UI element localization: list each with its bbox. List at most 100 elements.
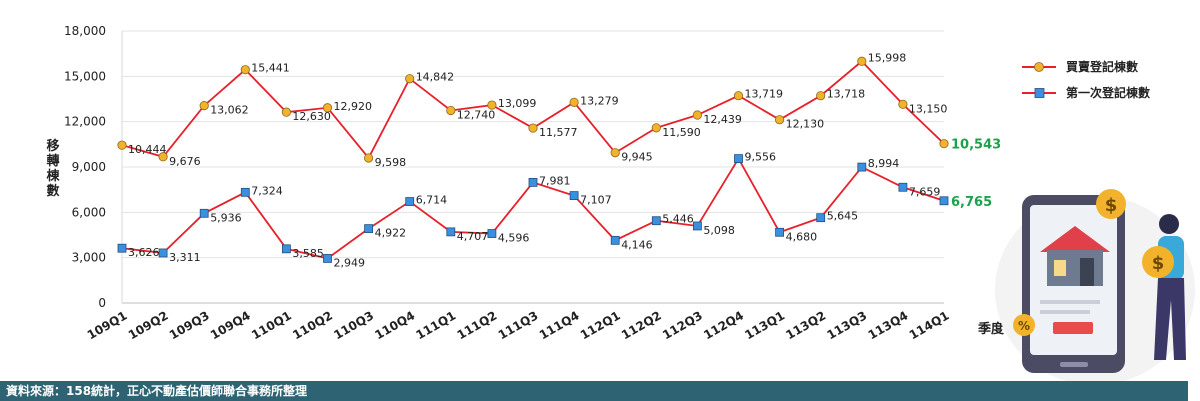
data-label: 4,707 (457, 230, 489, 243)
data-label: 3,311 (169, 251, 201, 264)
data-label: 2,949 (334, 256, 366, 269)
data-label: 4,596 (498, 232, 530, 245)
data-point (322, 103, 333, 113)
legend-label: 買賣登記棟數 (1066, 59, 1138, 74)
data-point (117, 243, 127, 253)
y-tick-label: 12,000 (64, 115, 106, 129)
x-tick-label: 113Q2 (783, 308, 828, 342)
data-label: 13,062 (210, 104, 249, 117)
data-label: 13,719 (745, 88, 784, 101)
x-tick-label: 113Q3 (825, 308, 870, 342)
y-tick-label: 18,000 (64, 24, 106, 38)
x-tick-label: 113Q4 (866, 308, 911, 342)
y-tick-label: 3,000 (72, 251, 106, 265)
data-point (734, 154, 743, 163)
x-tick-label: 109Q1 (85, 308, 130, 342)
x-tick-label: 109Q4 (208, 308, 253, 342)
data-label: 3,626 (128, 246, 160, 259)
data-point (240, 187, 250, 197)
legend-label: 第一次登記棟數 (1066, 85, 1150, 100)
y-tick-label: 6,000 (72, 205, 106, 219)
data-label: 11,590 (662, 126, 701, 139)
data-point (939, 139, 949, 149)
data-point (774, 115, 785, 125)
data-point (281, 244, 291, 254)
x-tick-label: 112Q2 (619, 308, 664, 342)
data-point (693, 221, 702, 231)
x-tick-label: 112Q1 (578, 308, 623, 342)
data-point (651, 216, 661, 226)
data-label: 4,922 (375, 227, 407, 240)
data-label: 9,598 (375, 156, 407, 169)
legend-marker (1034, 62, 1044, 72)
data-point (199, 101, 209, 111)
data-label: 10,444 (128, 143, 167, 156)
data-point (446, 105, 456, 116)
data-point (528, 177, 538, 187)
data-point (487, 100, 497, 110)
data-point (117, 140, 127, 150)
x-tick-label: 109Q3 (167, 308, 212, 342)
data-point (199, 208, 209, 218)
x-tick-label: 110Q2 (290, 308, 335, 342)
data-label: 12,740 (457, 108, 496, 121)
data-point (898, 182, 908, 192)
series-line (121, 156, 945, 260)
latest-value-label: 10,543 (951, 138, 1001, 153)
data-point (610, 148, 620, 158)
data-label: 9,556 (745, 151, 777, 164)
data-point (816, 91, 826, 101)
person-icon: $ (1142, 214, 1186, 360)
percent-coin-icon: % (1013, 314, 1035, 336)
data-label: 5,098 (703, 224, 735, 237)
legend-marker (1034, 88, 1045, 98)
data-label: 13,279 (580, 94, 619, 107)
legend-item: 買賣登記棟數 (1022, 59, 1138, 74)
data-label: 11,577 (539, 126, 578, 139)
data-point (528, 123, 538, 133)
data-label: 13,099 (498, 97, 537, 110)
data-label: 9,676 (169, 155, 201, 168)
data-label: 12,130 (786, 118, 825, 131)
data-label: 7,324 (251, 184, 282, 197)
data-label: 6,714 (416, 194, 448, 207)
data-point (281, 107, 291, 117)
data-label: 7,659 (909, 185, 941, 198)
data-point (240, 65, 250, 75)
data-point (733, 91, 744, 101)
data-point (158, 248, 168, 258)
x-tick-label: 110Q3 (331, 308, 376, 342)
data-point (898, 99, 908, 109)
data-point (857, 56, 867, 66)
y-tick-label: 15,000 (64, 69, 106, 83)
data-label: 13,150 (909, 102, 948, 115)
data-point (775, 227, 784, 237)
source-footer: 資料來源：158統計，正心不動產估價師聯合事務所整理 (0, 381, 1188, 401)
x-tick-label: 112Q3 (660, 308, 705, 342)
data-label: 13,718 (827, 88, 866, 101)
x-tick-label: 110Q1 (249, 308, 294, 342)
data-point (405, 74, 415, 84)
data-point (446, 227, 456, 237)
data-point (651, 123, 661, 133)
x-tick-label: 111Q4 (537, 308, 582, 342)
svg-text:%: % (1018, 319, 1030, 333)
data-label: 7,107 (580, 194, 612, 207)
y-tick-label: 9,000 (72, 160, 106, 174)
data-point (692, 110, 703, 120)
data-point (158, 152, 168, 162)
x-axis-ticks: 109Q1109Q2109Q3109Q4110Q1110Q2110Q3110Q4… (85, 308, 952, 342)
x-tick-label: 111Q2 (455, 308, 500, 342)
house-icon (1040, 226, 1110, 286)
data-point (363, 153, 374, 163)
x-axis-label: 季度 (977, 321, 1005, 337)
dollar-coin-icon: $ (1096, 189, 1126, 219)
data-label: 7,981 (539, 174, 571, 187)
data-point (569, 191, 579, 201)
x-tick-label: 114Q1 (907, 308, 952, 342)
data-label: 5,446 (662, 213, 694, 226)
source-text: 資料來源：158統計，正心不動產估價師聯合事務所整理 (6, 384, 308, 398)
